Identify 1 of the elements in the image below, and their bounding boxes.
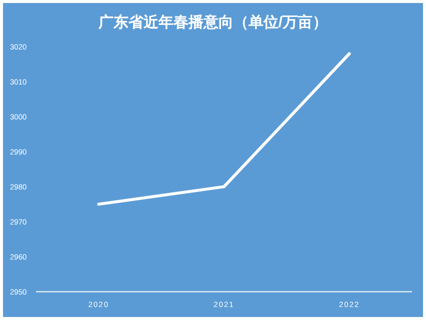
chart-title: 广东省近年春播意向（单位/万亩） (97, 13, 328, 31)
